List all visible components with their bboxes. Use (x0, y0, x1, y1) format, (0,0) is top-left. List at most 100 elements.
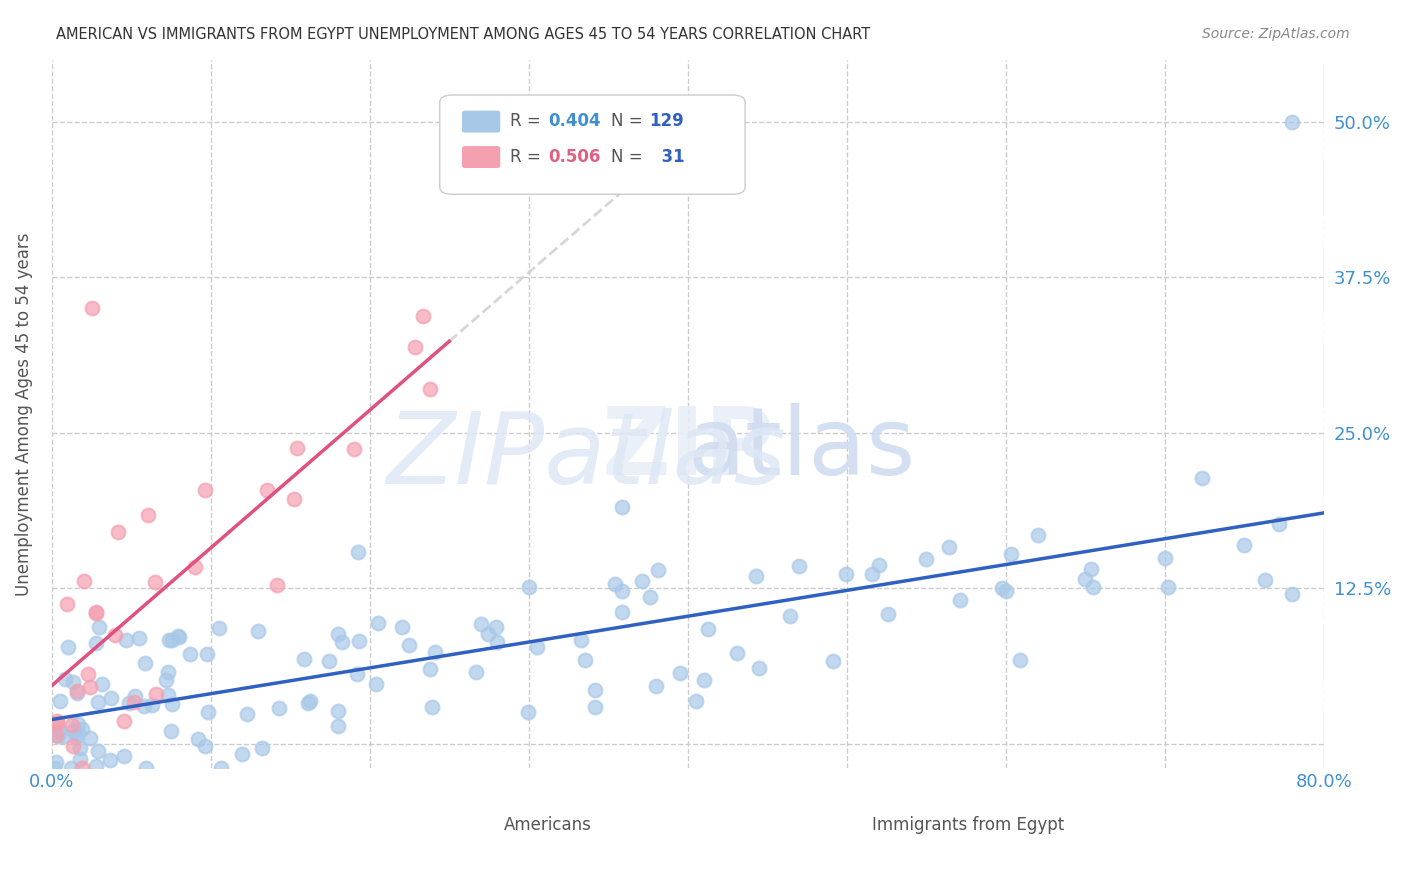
Point (876, 607, 898, 621)
Point (62, 739, 84, 753)
Point (72, 574, 94, 589)
Point (779, 608, 801, 623)
Point (66, 686, 89, 700)
Point (84, 606, 107, 620)
Point (141, 698, 163, 712)
Point (823, 654, 845, 668)
Point (112, 749, 135, 764)
Point (574, 653, 596, 667)
Point (69, 740, 91, 755)
Point (630, 574, 652, 588)
Text: AMERICAN VS IMMIGRANTS FROM EGYPT UNEMPLOYMENT AMONG AGES 45 TO 54 YEARS CORRELA: AMERICAN VS IMMIGRANTS FROM EGYPT UNEMPL… (56, 27, 870, 42)
Point (610, 583, 633, 598)
Point (159, 724, 181, 739)
Point (89, 620, 111, 634)
Point (195, 648, 218, 662)
Point (66, 684, 89, 698)
Point (114, 633, 136, 648)
Point (610, 500, 633, 514)
Point (1074, 572, 1097, 586)
Point (246, 624, 269, 638)
Point (267, 701, 290, 715)
Text: atlas: atlas (688, 403, 917, 495)
Point (56, 597, 79, 611)
Point (516, 705, 538, 719)
Point (135, 761, 157, 775)
Point (118, 696, 141, 710)
Point (748, 661, 770, 675)
Point (1157, 580, 1180, 594)
Point (107, 524, 129, 539)
Point (84, 636, 107, 650)
Point (46, 729, 69, 743)
Point (52, 730, 75, 744)
Point (231, 747, 253, 762)
Point (638, 590, 661, 604)
Point (1154, 550, 1177, 565)
FancyBboxPatch shape (440, 95, 745, 194)
Point (423, 645, 446, 659)
Point (1281, 115, 1303, 129)
Point (49, 694, 72, 708)
Point (45, 755, 67, 769)
Point (949, 592, 972, 607)
Point (1026, 528, 1049, 542)
Point (65, 730, 87, 744)
FancyBboxPatch shape (463, 112, 499, 132)
Point (696, 623, 718, 637)
Point (612, 605, 634, 619)
Point (250, 741, 273, 756)
Text: R =: R = (510, 148, 546, 166)
Point (46, 723, 69, 738)
Point (526, 640, 548, 654)
Text: R =: R = (510, 112, 546, 130)
Point (1254, 573, 1277, 587)
Point (991, 581, 1014, 595)
Point (868, 558, 890, 573)
Point (367, 616, 389, 631)
Point (80, 301, 103, 316)
Point (79, 731, 101, 746)
Point (194, 483, 217, 497)
Point (194, 739, 217, 753)
Point (318, 654, 340, 668)
Point (391, 620, 413, 634)
Text: Immigrants from Egypt: Immigrants from Egypt (872, 816, 1064, 834)
Point (605, 576, 627, 591)
Point (145, 687, 167, 701)
Point (77, 667, 100, 681)
Point (45, 728, 67, 742)
Point (156, 665, 179, 680)
Point (328, 719, 350, 733)
Text: N =: N = (612, 112, 648, 130)
Point (69, 752, 91, 766)
Point (669, 665, 692, 680)
Point (60, 717, 83, 731)
Point (693, 673, 716, 687)
Text: 129: 129 (650, 112, 685, 130)
Point (292, 652, 315, 666)
Text: 0.506: 0.506 (548, 148, 600, 166)
Point (412, 309, 434, 323)
Point (48, 723, 70, 738)
Point (326, 627, 349, 641)
Point (404, 340, 426, 354)
Point (70, 722, 93, 736)
Point (297, 696, 319, 710)
Text: N =: N = (612, 148, 648, 166)
Point (187, 732, 209, 747)
Point (112, 714, 135, 728)
Point (283, 491, 305, 506)
Point (470, 616, 492, 631)
Point (179, 648, 201, 662)
Point (398, 638, 420, 652)
Point (1191, 471, 1213, 485)
Point (860, 567, 883, 582)
Point (87, 744, 110, 758)
Point (66, 726, 89, 740)
Point (1233, 538, 1256, 552)
Text: 31: 31 (650, 148, 685, 166)
Point (419, 382, 441, 396)
Point (62, 724, 84, 739)
Point (87, 695, 110, 709)
